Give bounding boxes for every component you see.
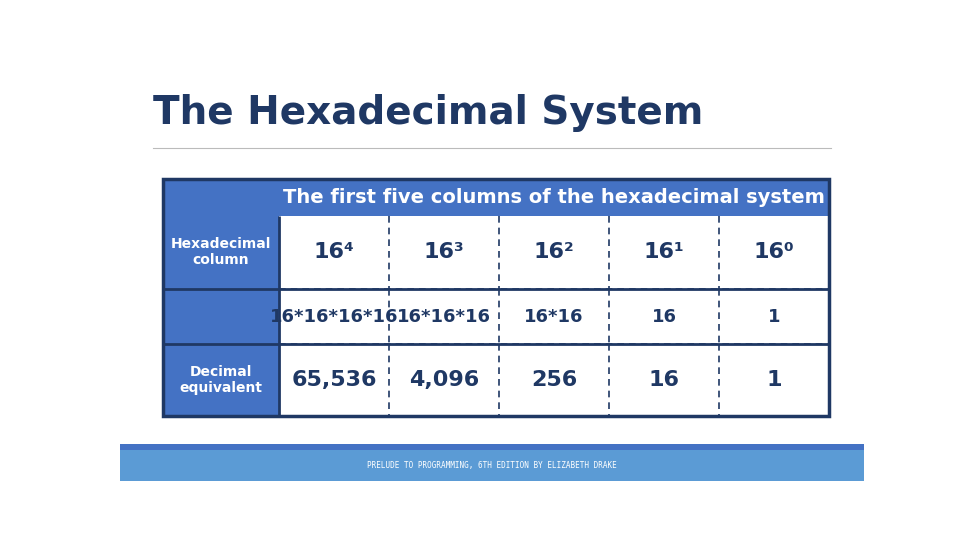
Text: 16*16: 16*16 [524, 308, 584, 326]
Text: 16⁰: 16⁰ [754, 242, 795, 262]
Text: 256: 256 [531, 370, 577, 390]
Text: 16*16*16: 16*16*16 [396, 308, 491, 326]
Text: 4,096: 4,096 [409, 370, 479, 390]
Bar [389, 215, 499, 289]
Bar [719, 289, 829, 345]
Text: 1: 1 [768, 308, 780, 326]
Bar [389, 289, 499, 345]
Bar [162, 179, 829, 215]
Bar [719, 345, 829, 416]
Bar [609, 345, 719, 416]
Text: 16¹: 16¹ [643, 242, 684, 262]
Bar [278, 215, 389, 289]
Text: Decimal
equivalent: Decimal equivalent [180, 365, 262, 395]
Text: 16: 16 [649, 370, 680, 390]
Bar [162, 179, 829, 416]
Text: 16²: 16² [534, 242, 574, 262]
Bar [609, 289, 719, 345]
Text: The Hexadecimal System: The Hexadecimal System [153, 93, 703, 132]
Bar [120, 450, 864, 481]
Text: 16*16*16*16: 16*16*16*16 [270, 308, 398, 326]
Text: 16³: 16³ [423, 242, 465, 262]
Text: 16: 16 [652, 308, 677, 326]
Bar [719, 215, 829, 289]
Bar [389, 345, 499, 416]
Bar [499, 345, 609, 416]
Bar [278, 289, 389, 345]
Text: Hexadecimal
column: Hexadecimal column [171, 237, 271, 267]
Text: 65,536: 65,536 [291, 370, 376, 390]
Bar [120, 444, 864, 450]
Text: 1: 1 [766, 370, 781, 390]
Text: The first five columns of the hexadecimal system: The first five columns of the hexadecima… [283, 188, 825, 207]
Bar [499, 215, 609, 289]
Bar [499, 289, 609, 345]
Bar [162, 179, 829, 416]
Bar [609, 215, 719, 289]
Text: PRELUDE TO PROGRAMMING, 6TH EDITION BY ELIZABETH DRAKE: PRELUDE TO PROGRAMMING, 6TH EDITION BY E… [367, 461, 617, 470]
Text: 16⁴: 16⁴ [314, 242, 354, 262]
Bar [278, 345, 389, 416]
